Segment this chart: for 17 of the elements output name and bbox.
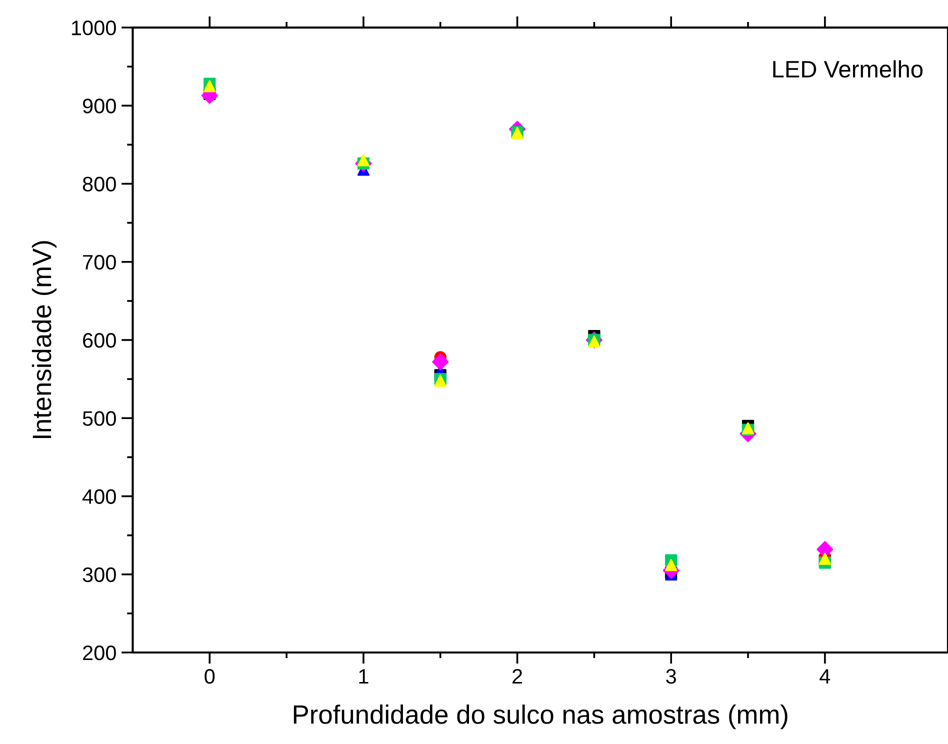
annotation: LED Vermelho <box>773 60 923 78</box>
x-tick-label: 0 <box>204 669 215 684</box>
y-axis-title: Intensidade (mV) <box>32 241 57 438</box>
x-tick-label: 4 <box>820 669 830 684</box>
y-tick-label: 800 <box>82 176 116 192</box>
x-tick-label: 2 <box>512 669 522 684</box>
y-tick-label: 600 <box>83 333 116 348</box>
x-axis-title: Profundidade do sulco nas amostras (mm) <box>294 704 788 730</box>
y-tick-label: 700 <box>83 254 116 270</box>
y-tick-label: 200 <box>83 645 116 660</box>
y-tick-label: 500 <box>82 411 116 426</box>
x-tick-label: 3 <box>666 669 676 684</box>
y-tick-label: 400 <box>82 489 116 504</box>
y-tick-label: 900 <box>82 98 116 114</box>
x-tick-label: 1 <box>359 669 368 684</box>
y-tick-label: 1000 <box>72 20 116 36</box>
y-tick-label: 300 <box>82 567 116 582</box>
